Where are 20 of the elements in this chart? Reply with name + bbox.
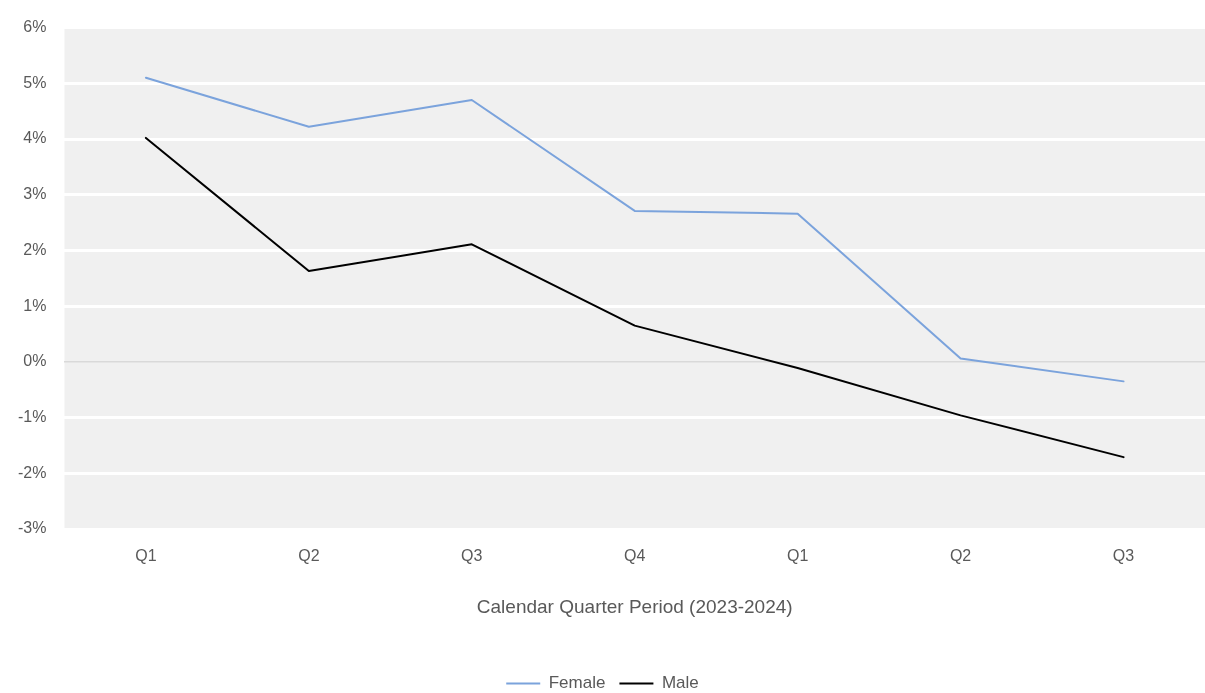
- y-tick-label: 4%: [23, 129, 47, 147]
- y-tick-label: 2%: [23, 240, 47, 258]
- x-tick-label: Q3: [461, 547, 483, 565]
- x-tick-label: Q3: [1112, 547, 1135, 565]
- y-tick-label: -2%: [18, 463, 47, 481]
- y-tick-label: -3%: [18, 519, 47, 537]
- x-axis-title: Calendar Quarter Period (2023-2024): [476, 595, 793, 617]
- x-tick-label: Q1: [135, 547, 157, 565]
- legend-label: Male: [661, 673, 699, 693]
- y-tick-label: 5%: [23, 73, 47, 91]
- x-tick-label: Q2: [949, 547, 972, 565]
- y-tick-label: -1%: [18, 407, 47, 425]
- x-tick-label: Q1: [786, 547, 809, 565]
- y-tick-label: 1%: [23, 296, 47, 314]
- x-tick-label: Q2: [298, 547, 320, 565]
- y-tick-label: 6%: [23, 18, 47, 36]
- y-tick-label: 3%: [23, 185, 47, 203]
- legend-label: Female: [548, 673, 606, 693]
- x-tick-label: Q4: [624, 547, 646, 565]
- y-tick-label: 0%: [23, 352, 47, 370]
